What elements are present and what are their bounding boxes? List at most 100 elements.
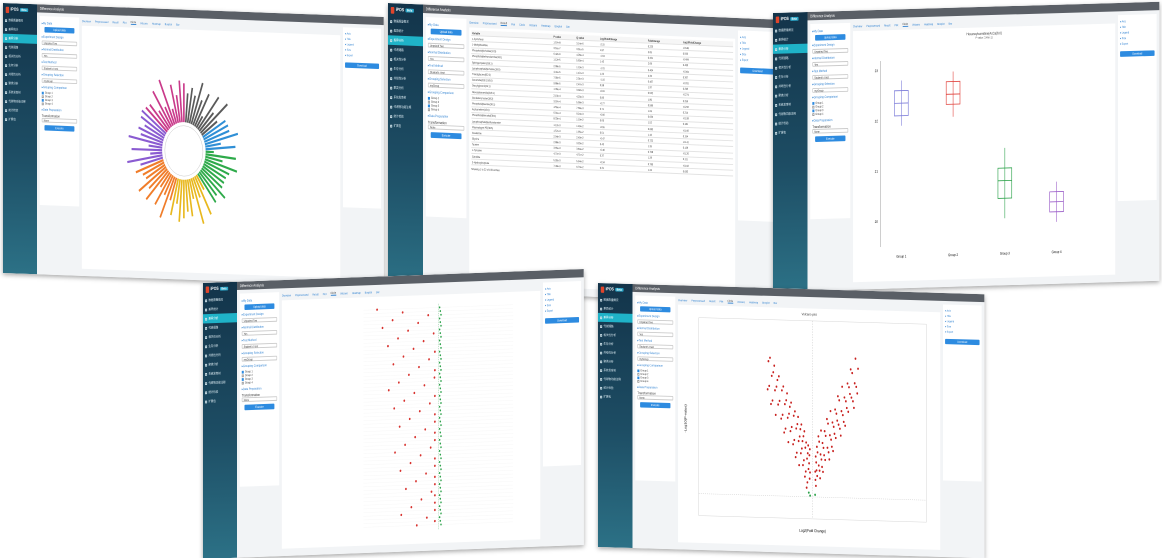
tab-plot[interactable]: Plot (719, 299, 724, 303)
section-data-preparation[interactable]: Data Preparation (812, 118, 848, 123)
section-test-method[interactable]: Test Method (428, 64, 464, 69)
normal-distribution-select[interactable]: Yes (427, 56, 465, 63)
sidebar-item[interactable]: 扩展包 (773, 127, 808, 137)
group-checkbox[interactable]: Group 4 (427, 107, 464, 112)
experiment-design-select[interactable]: Unpaired Two (812, 48, 849, 54)
tab-preprocessed[interactable]: Preprocessed (482, 20, 497, 26)
group-checkbox[interactable]: Group 4 (812, 111, 848, 116)
experiment-design-select[interactable]: Unpaired Two (427, 42, 465, 50)
option-export[interactable]: ▸ Export (1120, 41, 1129, 46)
section-test-method[interactable]: Test Method (812, 68, 848, 73)
download-button[interactable]: Download (1120, 50, 1155, 57)
section-data-preparation[interactable]: Data Preparation (637, 385, 673, 390)
option-export[interactable]: ▸ Export (945, 330, 954, 334)
tab-result[interactable]: Result (500, 21, 508, 27)
experiment-design-select[interactable]: Unpaired Two (637, 319, 674, 325)
normal-distribution-select[interactable]: Yes (241, 329, 278, 336)
test-method-select[interactable]: Student's t test (812, 74, 849, 80)
option-legend[interactable]: ▸ Legend (740, 46, 750, 51)
option-export[interactable]: ▸ Export (740, 57, 749, 63)
tab-plot[interactable]: Plot (894, 22, 899, 27)
section-grouping-selection[interactable]: Grouping Selection (637, 351, 673, 356)
option-legend[interactable]: ▸ Legend (545, 297, 554, 302)
section-grouping-comparison[interactable]: Grouping Comparison (428, 90, 464, 95)
tab-overview[interactable]: Overview (678, 298, 688, 302)
section-my-data[interactable]: My Data (242, 298, 277, 303)
tab-volcano[interactable]: Volcano (912, 22, 920, 27)
transformation-select[interactable]: None (41, 117, 78, 124)
option-export[interactable]: ▸ Export (545, 308, 553, 313)
option-title[interactable]: ▸ Title (740, 40, 746, 45)
tab-circle[interactable]: Circle (519, 22, 525, 27)
download-button[interactable]: Download (545, 317, 580, 324)
option-size[interactable]: ▸ Size (345, 47, 351, 52)
option-legend[interactable]: ▸ Legend (345, 42, 354, 47)
upload-button[interactable]: Upload data (815, 34, 846, 41)
experiment-design-select[interactable]: Unpaired Two (241, 317, 278, 323)
upload-button[interactable]: Upload data (44, 27, 75, 34)
section-grouping-comparison[interactable]: Grouping Comparison (637, 363, 673, 368)
section-grouping-comparison[interactable]: Grouping Comparison (812, 95, 848, 100)
option-title[interactable]: ▸ Title (545, 292, 551, 297)
tab-plot[interactable]: Plot (322, 291, 327, 296)
tab-overview[interactable]: Overview (853, 23, 863, 28)
option-size[interactable]: ▸ Size (945, 324, 952, 329)
tab-preprocessed[interactable]: Preprocessed (95, 19, 109, 24)
sidebar-item[interactable]: 扩展包 (3, 115, 37, 125)
section-my-data[interactable]: My Data (428, 23, 464, 28)
tab-bar[interactable]: Bar (773, 300, 778, 305)
group-checkbox[interactable]: Group 4 (241, 380, 277, 385)
option-axis[interactable]: ▸ Axis (740, 35, 746, 40)
upload-button[interactable]: Upload data (640, 306, 671, 313)
tab-overview[interactable]: Overview (469, 20, 479, 25)
tab-boxplot[interactable]: Boxplot (762, 300, 770, 305)
transformation-select[interactable]: None (427, 124, 465, 131)
tab-bar[interactable]: Bar (948, 21, 953, 26)
option-title[interactable]: ▸ Title (345, 37, 351, 41)
grouping-select[interactable]: myGroup (427, 82, 465, 89)
normal-distribution-select[interactable]: Yes (637, 331, 674, 338)
section-experiment-design[interactable]: Experiment Design (812, 42, 848, 47)
option-size[interactable]: ▸ Size (740, 52, 747, 57)
section-test-method[interactable]: Test Method (42, 60, 77, 65)
section-data-preparation[interactable]: Data Preparation (428, 114, 464, 119)
transformation-select[interactable]: None (812, 128, 849, 134)
section-data-preparation[interactable]: Data Preparation (42, 108, 77, 113)
upload-button[interactable]: Upload data (244, 303, 275, 310)
grouping-select[interactable]: myGroup (637, 356, 674, 362)
tab-heatmap[interactable]: Heatmap (541, 23, 551, 28)
experiment-design-select[interactable]: Unpaired Two (41, 40, 78, 47)
normal-distribution-select[interactable]: Yes (812, 61, 849, 67)
tab-boxplot[interactable]: Boxplot (364, 290, 373, 295)
section-my-data[interactable]: My Data (42, 22, 77, 27)
option-export[interactable]: ▸ Export (345, 53, 353, 58)
grouping-select[interactable]: myGroup (241, 355, 278, 362)
section-grouping-selection[interactable]: Grouping Selection (42, 73, 77, 78)
execute-button[interactable]: Execute (430, 132, 462, 140)
download-button[interactable]: Download (945, 338, 980, 346)
tab-preprocessed[interactable]: Preprocessed (866, 23, 880, 28)
section-grouping-comparison[interactable]: Grouping Comparison (42, 85, 77, 90)
tab-plot[interactable]: Plot (122, 20, 127, 25)
tab-heatmap[interactable]: Heatmap (924, 21, 934, 26)
tab-circle[interactable]: Circle (130, 20, 137, 25)
tab-boxplot[interactable]: Boxplot (554, 23, 563, 29)
tab-heatmap[interactable]: Heatmap (351, 290, 361, 295)
option-legend[interactable]: ▸ Legend (945, 319, 955, 324)
tab-volcano[interactable]: Volcano (737, 299, 745, 304)
section-grouping-selection[interactable]: Grouping Selection (812, 82, 848, 87)
section-normal-distribution[interactable]: Normal Distribution (637, 326, 673, 331)
option-legend[interactable]: ▸ Legend (1120, 30, 1130, 35)
grouping-select[interactable]: myGroup (41, 78, 78, 85)
transformation-select[interactable]: None (637, 395, 674, 401)
tab-result[interactable]: Result (112, 20, 119, 24)
execute-button[interactable]: Execute (815, 135, 846, 142)
tab-circle[interactable]: Circle (330, 290, 337, 296)
tab-result[interactable]: Result (312, 292, 319, 296)
tab-heatmap[interactable]: Heatmap (749, 300, 759, 304)
test-method-select[interactable]: Student's t test (41, 65, 78, 72)
sidebar-item[interactable]: 扩展包 (388, 121, 423, 132)
tab-overview[interactable]: Overview (81, 18, 91, 23)
option-axis[interactable]: ▸ Axis (545, 286, 551, 291)
section-my-data[interactable]: My Data (812, 28, 848, 33)
